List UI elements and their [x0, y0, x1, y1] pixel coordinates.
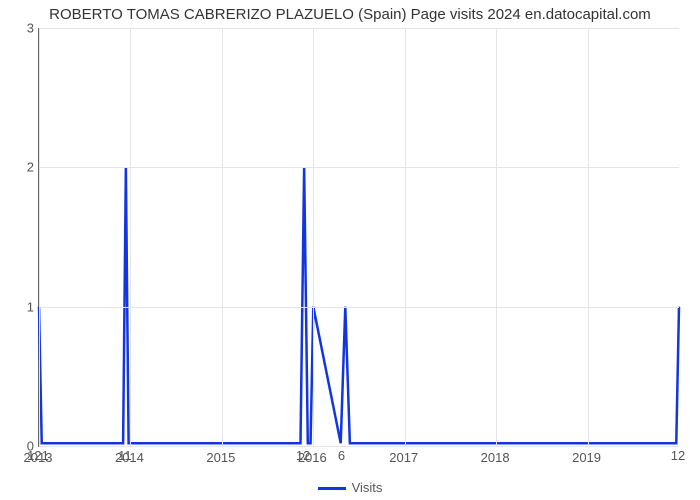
grid-vertical	[222, 28, 223, 446]
grid-vertical	[588, 28, 589, 446]
line-series	[39, 28, 679, 446]
grid-vertical	[496, 28, 497, 446]
y-tick-label: 2	[18, 160, 34, 175]
grid-horizontal	[39, 307, 679, 308]
data-point-label: 6	[338, 448, 345, 463]
grid-horizontal	[39, 167, 679, 168]
chart-title: ROBERTO TOMAS CABRERIZO PLAZUELO (Spain)…	[0, 6, 700, 23]
x-tick-label: 2019	[572, 450, 601, 465]
x-tick-label: 2017	[389, 450, 418, 465]
plot-area	[38, 28, 679, 447]
data-point-label: 12	[671, 448, 685, 463]
grid-vertical	[130, 28, 131, 446]
grid-horizontal	[39, 28, 679, 29]
legend-label: Visits	[352, 480, 383, 495]
grid-vertical	[405, 28, 406, 446]
grid-vertical	[313, 28, 314, 446]
data-point-label: 12	[296, 448, 310, 463]
chart-container: ROBERTO TOMAS CABRERIZO PLAZUELO (Spain)…	[0, 0, 700, 500]
x-tick-label: 2015	[206, 450, 235, 465]
y-tick-label: 3	[18, 21, 34, 36]
x-tick-label: 2018	[481, 450, 510, 465]
y-tick-label: 1	[18, 299, 34, 314]
legend-swatch	[318, 487, 346, 490]
legend: Visits	[0, 480, 700, 495]
grid-horizontal	[39, 446, 679, 447]
data-point-label: 121	[27, 448, 49, 463]
grid-vertical	[39, 28, 40, 446]
data-point-label: 11	[118, 448, 132, 463]
